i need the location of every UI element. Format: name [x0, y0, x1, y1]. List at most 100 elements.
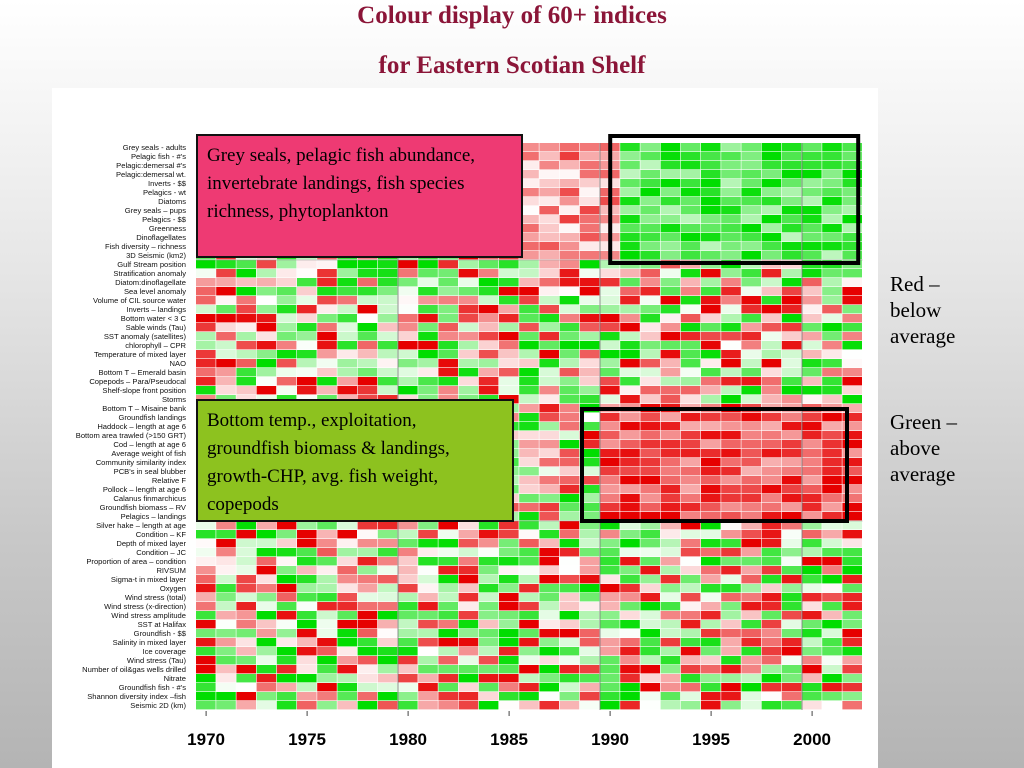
- heatmap-cell: [579, 305, 600, 314]
- heatmap-cell: [660, 422, 681, 431]
- heatmap-cell: [600, 557, 620, 566]
- heatmap-cell: [438, 521, 458, 530]
- heatmap-cell: [559, 260, 580, 269]
- heatmap-cell: [297, 656, 317, 665]
- heatmap-cell: [600, 269, 620, 278]
- heatmap-cell: [721, 341, 741, 350]
- heatmap-cell: [398, 593, 418, 602]
- heatmap-cell: [398, 305, 418, 314]
- heatmap-cell: [600, 296, 620, 305]
- heatmap-cell: [802, 422, 822, 431]
- row-label: chlorophyll – CPR: [125, 341, 186, 350]
- heatmap-cell: [701, 377, 721, 386]
- callout-below-average-indices: Bottom temp., exploitation, groundfish b…: [196, 399, 514, 522]
- heatmap-cell: [337, 629, 357, 638]
- heatmap-cell: [357, 647, 378, 656]
- heatmap-cell: [559, 143, 580, 152]
- heatmap-cell: [478, 305, 499, 314]
- heatmap-cell: [337, 647, 357, 656]
- heatmap-cell: [276, 593, 297, 602]
- heatmap-cell: [519, 278, 539, 287]
- heatmap-cell: [579, 602, 600, 611]
- heatmap-cell: [519, 440, 539, 449]
- heatmap-cell: [539, 602, 559, 611]
- heatmap-cell: [842, 602, 862, 611]
- heatmap-cell: [741, 233, 761, 242]
- heatmap-cell: [781, 512, 802, 521]
- heatmap-cell: [478, 359, 499, 368]
- heatmap-cell: [640, 665, 660, 674]
- heatmap-cell: [660, 152, 681, 161]
- heatmap-cell: [196, 611, 216, 620]
- heatmap-cell: [761, 485, 782, 494]
- heatmap-cell: [216, 683, 236, 692]
- heatmap-cell: [620, 611, 640, 620]
- heatmap-cell: [196, 332, 216, 341]
- heatmap-cell: [236, 548, 256, 557]
- heatmap-cell: [317, 665, 337, 674]
- heatmap-cell: [640, 512, 660, 521]
- heatmap-cell: [317, 692, 337, 701]
- heatmap-cell: [398, 638, 418, 647]
- heatmap-cell: [680, 467, 701, 476]
- heatmap-cell: [418, 359, 438, 368]
- heatmap-cell: [660, 215, 681, 224]
- heatmap-cell: [640, 152, 660, 161]
- heatmap-cell: [539, 548, 559, 557]
- heatmap-cell: [842, 449, 862, 458]
- heatmap-cell: [579, 629, 600, 638]
- heatmap-cell: [579, 188, 600, 197]
- heatmap-cell: [337, 674, 357, 683]
- heatmap-cell: [539, 377, 559, 386]
- heatmap-cell: [842, 404, 862, 413]
- heatmap-cell: [559, 512, 580, 521]
- heatmap-cell: [559, 314, 580, 323]
- heatmap-cell: [741, 692, 761, 701]
- heatmap-cell: [620, 647, 640, 656]
- heatmap-cell: [499, 368, 519, 377]
- heatmap-cell: [741, 296, 761, 305]
- heatmap-cell: [539, 215, 559, 224]
- heatmap-cell: [701, 350, 721, 359]
- heatmap-cell: [741, 701, 761, 710]
- heatmap-cell: [276, 665, 297, 674]
- heatmap-cell: [741, 440, 761, 449]
- heatmap-cell: [802, 557, 822, 566]
- heatmap-cell: [236, 692, 256, 701]
- heatmap-cell: [418, 602, 438, 611]
- heatmap-cell: [216, 269, 236, 278]
- heatmap-cell: [579, 152, 600, 161]
- heatmap-cell: [539, 449, 559, 458]
- heatmap-cell: [640, 467, 660, 476]
- heatmap-cell: [357, 341, 378, 350]
- heatmap-cell: [519, 503, 539, 512]
- heatmap-cell: [458, 530, 479, 539]
- heatmap-cell: [579, 566, 600, 575]
- heatmap-cell: [761, 665, 782, 674]
- heatmap-cell: [519, 359, 539, 368]
- heatmap-cell: [539, 170, 559, 179]
- heatmap-cell: [822, 539, 842, 548]
- heatmap-cell: [539, 260, 559, 269]
- heatmap-cell: [478, 665, 499, 674]
- heatmap-cell: [357, 377, 378, 386]
- heatmap-cell: [680, 314, 701, 323]
- heatmap-cell: [519, 242, 539, 251]
- heatmap-cell: [418, 521, 438, 530]
- heatmap-cell: [701, 269, 721, 278]
- heatmap-cell: [680, 251, 701, 260]
- heatmap-cell: [761, 674, 782, 683]
- heatmap-cell: [499, 260, 519, 269]
- heatmap-cell: [680, 692, 701, 701]
- heatmap-cell: [640, 368, 660, 377]
- heatmap-cell: [660, 314, 681, 323]
- heatmap-cell: [822, 341, 842, 350]
- heatmap-cell: [559, 647, 580, 656]
- heatmap-cell: [761, 314, 782, 323]
- heatmap-cell: [297, 260, 317, 269]
- heatmap-cell: [559, 359, 580, 368]
- heatmap-cell: [216, 692, 236, 701]
- row-label: PCB's in seal blubber: [114, 467, 187, 476]
- heatmap-cell: [196, 341, 216, 350]
- heatmap-cell: [579, 287, 600, 296]
